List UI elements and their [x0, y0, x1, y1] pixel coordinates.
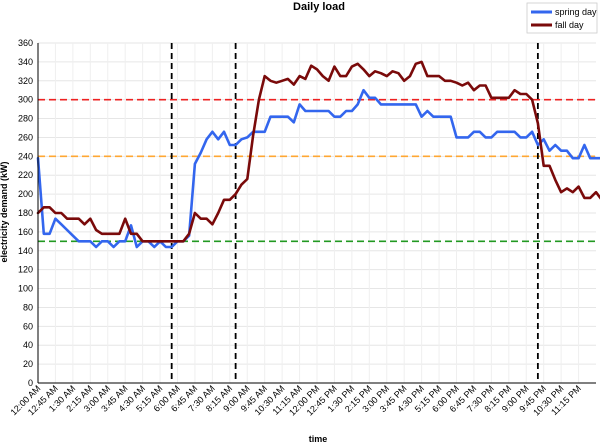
y-tick-label: 20 — [23, 359, 33, 369]
legend-label: fall day — [555, 20, 584, 30]
y-tick-label: 260 — [18, 132, 33, 142]
y-tick-label: 320 — [18, 76, 33, 86]
y-axis-ticks: 0 20 40 60 80 100 120 140 160 180 200 220 240 260 280 3… — [18, 38, 33, 388]
y-tick-label: 60 — [23, 321, 33, 331]
axes — [37, 43, 596, 384]
series-line-fall-day — [36, 60, 600, 243]
y-tick-label: 0 — [28, 378, 33, 388]
y-tick-label: 160 — [18, 227, 33, 237]
y-tick-label: 300 — [18, 95, 33, 105]
y-tick-label: 80 — [23, 302, 33, 312]
y-tick-label: 200 — [18, 189, 33, 199]
y-tick-label: 140 — [18, 246, 33, 256]
x-axis-label: time — [309, 434, 328, 444]
chart-title: Daily load — [293, 1, 345, 13]
reference-lines — [38, 43, 596, 383]
y-tick-label: 180 — [18, 208, 33, 218]
y-tick-label: 280 — [18, 114, 33, 124]
y-axis-label: electricity demand (kW) — [0, 161, 9, 262]
y-tick-label: 220 — [18, 170, 33, 180]
legend: spring day fall day — [526, 2, 598, 34]
y-tick-label: 240 — [18, 151, 33, 161]
y-tick-label: 340 — [18, 57, 33, 67]
y-tick-label: 360 — [18, 38, 33, 48]
y-tick-label: 120 — [18, 265, 33, 275]
legend-label: spring day — [555, 7, 597, 17]
y-tick-label: 40 — [23, 340, 33, 350]
series-lines — [36, 60, 600, 249]
y-tick-label: 100 — [18, 284, 33, 294]
legend-box — [526, 2, 598, 34]
